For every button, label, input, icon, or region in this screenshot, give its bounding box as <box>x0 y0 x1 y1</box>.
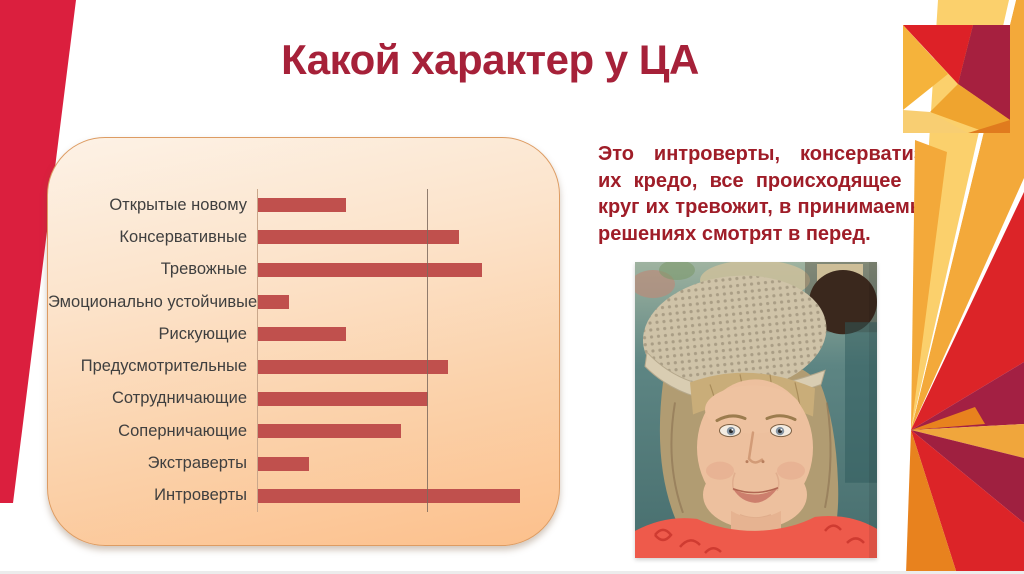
chart-card: Открытые новому Консервативные Тревожные Эм… <box>47 137 560 546</box>
chart-bar-area <box>257 221 559 254</box>
red-wedge-decoration <box>911 192 1024 430</box>
chart-bar-area <box>257 415 559 448</box>
chart-bar <box>258 424 401 439</box>
chart-bar <box>258 456 309 471</box>
chart-category-label: Экстраверты <box>147 454 247 473</box>
faceted-square-decoration <box>903 25 1010 133</box>
chart-bar-area <box>257 318 559 351</box>
chart-row: Интроверты <box>48 479 559 512</box>
chart-bar <box>258 391 428 406</box>
chart-category-label: Консервативные <box>119 227 247 246</box>
chart-bar-area <box>257 253 559 286</box>
chart-category-label: Тревожные <box>160 260 247 279</box>
chart-category-label: Рискующие <box>158 324 247 343</box>
chart-row: Экстраверты <box>48 447 559 480</box>
description-text: Это интроверты, консерватизм их кредо, в… <box>598 143 938 245</box>
chart-bar <box>258 295 289 310</box>
slide-bottom-edge <box>0 571 1024 574</box>
chart-row: Рискующие <box>48 318 559 351</box>
chart-row: Открытые новому <box>48 189 559 222</box>
chart-bar-area <box>257 350 559 383</box>
chart-row: Предусмотрительные <box>48 350 559 383</box>
chart-category-label: Интроверты <box>154 486 247 505</box>
chart-category-label: Сотрудничающие <box>111 389 247 408</box>
chart-rows: Открытые новому Консервативные Тревожные Эм… <box>48 189 559 512</box>
chart-bar-area <box>257 479 559 512</box>
chart-bar-area <box>257 382 559 416</box>
chart-category-label: Открытые новому <box>109 195 247 214</box>
audience-photo <box>635 262 877 558</box>
chart-row: Соперничающие <box>48 415 559 448</box>
chart-bar <box>258 230 459 245</box>
chart-category-label: Предусмотрительные <box>80 357 247 376</box>
chart-bar <box>258 359 449 374</box>
chart-gridline <box>427 189 428 512</box>
chart-bar-area <box>257 189 559 222</box>
chart-bar <box>258 488 520 503</box>
bar-chart: Открытые новому Консервативные Тревожные Эм… <box>48 189 559 512</box>
chart-bar <box>258 198 347 213</box>
chart-bar <box>258 327 347 342</box>
slide-title: Какой характер у ЦА <box>281 36 699 83</box>
chart-row: Тревожные <box>48 253 559 286</box>
chart-row: Сотрудничающие <box>48 382 559 416</box>
chart-bar-area <box>257 285 559 319</box>
left-red-wedge-decoration <box>0 0 76 503</box>
right-geometric-decoration <box>903 0 1024 574</box>
chart-bar <box>258 262 483 277</box>
chart-category-label: Эмоционально устойчивые <box>48 292 258 311</box>
chart-category-label: Соперничающие <box>118 421 247 440</box>
chart-row: Эмоционально устойчивые <box>48 285 559 319</box>
chart-bar-area <box>257 447 559 480</box>
chart-row: Консервативные <box>48 221 559 254</box>
